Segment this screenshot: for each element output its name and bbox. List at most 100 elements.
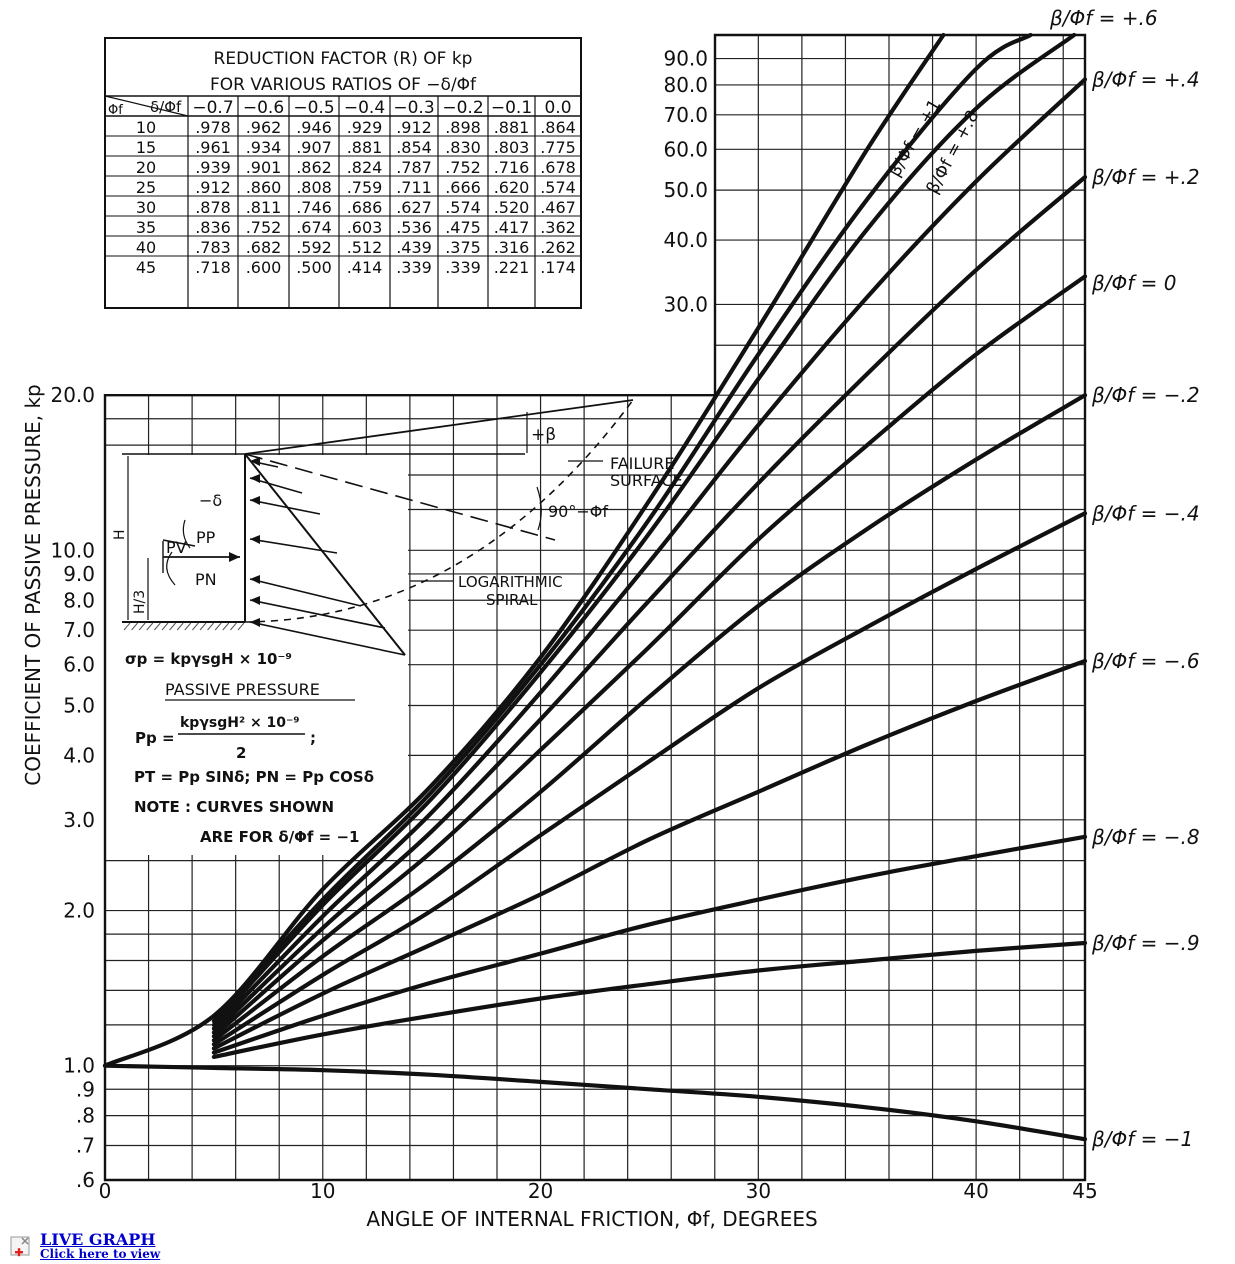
pressure-arrow [249,621,406,656]
axis-labels: β/Φf = +.6β/Φf = +.4β/Φf = +.2β/Φf = 0β/… [21,6,1200,1231]
table-row-phi: 25 [136,178,156,197]
h3-label: H/3 [132,590,148,614]
note-line1: NOTE : CURVES SHOWN [134,798,334,816]
y-tick-label: 8.0 [63,588,95,612]
sigma-formula: σp = kpγsgH × 10⁻⁹ [125,650,292,668]
table-cell: .362 [540,218,576,237]
series-line [211,32,1033,1024]
table-cell: .759 [347,178,383,197]
table-cell: .752 [445,158,481,177]
table-cell: .912 [195,178,231,197]
x-tick-label: 45 [1072,1179,1097,1203]
table-cell: .808 [296,178,332,197]
passive-pressure-title: PASSIVE PRESSURE [165,680,320,699]
table-cell: .830 [445,138,481,157]
right-series-label: β/Φf = +.4 [1091,67,1200,91]
log-spiral-label: SPIRAL [486,591,538,609]
y-tick-label: 9.0 [63,562,95,586]
table-cell: .907 [296,138,332,157]
y-tick-label: 90.0 [663,47,708,71]
angle-arc [536,486,542,531]
table-cell: .500 [296,258,332,277]
ground-hatch [154,622,161,631]
live-graph-title[interactable]: LIVE GRAPH [40,1230,156,1249]
y-tick-label: .6 [76,1168,95,1192]
right-series-label: β/Φf = −.9 [1091,931,1200,955]
table-cell: .674 [296,218,332,237]
x-tick-label: 30 [746,1179,771,1203]
right-series-label: β/Φf = −.8 [1091,825,1200,849]
curves: β/Φf = +1β/Φf = +.8 [102,32,1088,1142]
table-cell: .666 [445,178,481,197]
y-tick-label: 60.0 [663,137,708,161]
pp-numerator: kpγsgH² × 10⁻⁹ [180,715,300,731]
table-cell: .620 [494,178,530,197]
table-cell: .574 [445,198,481,217]
table-title-line2: FOR VARIOUS RATIOS OF −δ/Φf [210,75,477,95]
table-row-phi: 15 [136,138,156,157]
table-cell: .603 [347,218,383,237]
table-column-header: −0.1 [491,98,532,118]
table-column-header: −0.2 [442,98,483,118]
table-row-phi: 10 [136,118,156,137]
right-series-label: β/Φf = +.2 [1091,165,1200,189]
h-label: H [112,529,128,540]
y-tick-label: 1.0 [63,1054,95,1078]
table-cell: .898 [445,118,481,137]
ground-hatch [230,622,237,631]
table-cell: .783 [195,238,231,257]
table-cell: .803 [494,138,530,157]
ground-hatch [192,622,199,631]
table-cell: .746 [296,198,332,217]
y-tick-label: 50.0 [663,178,708,202]
pressure-arrow [249,499,321,515]
table-row-phi: 30 [136,198,156,217]
table-title-line1: REDUCTION FACTOR (R) OF kp [214,49,473,69]
y-tick-label: 5.0 [63,693,95,717]
table-column-header: 0.0 [544,98,571,118]
table-column-header: −0.7 [192,98,233,118]
arrowhead-icon [250,596,260,605]
arrowhead-icon [229,552,240,562]
y-tick-label: 6.0 [63,653,95,677]
live-graph-subtitle[interactable]: Click here to view [40,1247,161,1261]
table-cell: .678 [540,158,576,177]
table-cell: .627 [396,198,432,217]
series-line [211,32,1077,1027]
table-cell: .711 [396,178,432,197]
x-tick-label: 10 [310,1179,335,1203]
y-tick-label: 4.0 [63,743,95,767]
table-column-header: −0.3 [393,98,434,118]
table-cell: .864 [540,118,576,137]
series-line [211,940,1088,1059]
y-tick-label: 20.0 [50,383,95,407]
live-graph-link[interactable]: LIVE GRAPH Click here to view [8,1230,228,1262]
y-tick-label: 30.0 [663,292,708,316]
pressure-arrow [249,599,386,629]
y-tick-label: .8 [76,1104,95,1128]
ground-hatch [237,622,245,631]
x-tick-label: 20 [528,1179,553,1203]
y-axis-title: COEFFICIENT OF PASSIVE PRESSURE, kp [21,384,45,785]
table-cell: .682 [246,238,282,257]
ground-hatch [138,622,146,631]
x-tick-label: 40 [963,1179,988,1203]
y-tick-label: .7 [76,1133,95,1157]
pv-label: PV [166,538,187,557]
right-series-label: β/Φf = +.6 [1049,6,1158,30]
ground-hatch [131,622,138,631]
table-cell: .836 [195,218,231,237]
wall-diagram-inset: +βFAILURESURFACE90°−ΦfLOGARITHMICSPIRAL−… [106,399,683,855]
table-cell: .961 [195,138,231,157]
series-line [211,393,1088,1043]
table-cell: .787 [396,158,432,177]
table-column-header: −0.4 [344,98,385,118]
table-row-phi: 45 [136,258,156,277]
ground-hatch [214,622,222,631]
pn-label: PN [195,570,217,589]
table-cell: .574 [540,178,576,197]
table-cell: .718 [195,258,231,277]
table-cell: .174 [540,258,576,277]
table-row-phi: 20 [136,158,156,177]
